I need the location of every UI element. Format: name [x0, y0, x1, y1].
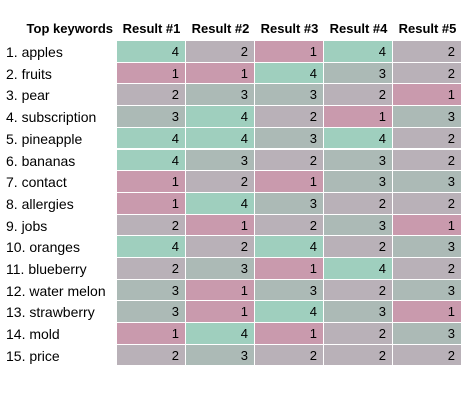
row-keyword-label: 13. strawberry [6, 304, 95, 321]
heatmap-cell: 2 [393, 258, 462, 280]
heatmap-cell: 3 [324, 301, 393, 324]
row-keyword-label: 6. bananas [6, 152, 76, 169]
heatmap-cell: 4 [117, 127, 186, 150]
row-keyword-label: 11. blueberry [6, 261, 87, 277]
heatmap-cell: 4 [117, 41, 186, 63]
heatmap-cell: 1 [117, 171, 186, 193]
row-keyword-label: 3. pear [6, 87, 50, 104]
heatmap-cell: 4 [324, 127, 393, 150]
row-keyword-label: 14. mold [6, 326, 60, 343]
row-keyword-label: 5. pineapple [6, 130, 83, 147]
heatmap-cell: 1 [117, 323, 186, 345]
heatmap-cell: 2 [186, 236, 255, 258]
heatmap-cell: 1 [255, 258, 324, 280]
heatmap-cell: 3 [186, 149, 255, 172]
heatmap-cell: 3 [324, 171, 393, 193]
row-keyword-label: 7. contact [6, 174, 67, 191]
heatmap-cell: 4 [186, 106, 255, 128]
heatmap-cell: 2 [393, 62, 462, 85]
heatmap-cell: 3 [117, 301, 186, 324]
heatmap-cell: 1 [186, 279, 255, 302]
heatmap-cell: 2 [117, 84, 186, 107]
heatmap-cell: 3 [255, 84, 324, 107]
heatmap-cell: 3 [324, 62, 393, 85]
heatmap-cell: 1 [117, 192, 186, 215]
heatmap-cell: 3 [324, 214, 393, 237]
heatmap-cell: 1 [186, 214, 255, 237]
heatmap-cell: 2 [324, 323, 393, 345]
heatmap-cell: 3 [393, 236, 462, 258]
heatmap-cell: 4 [117, 149, 186, 172]
heatmap-cell: 4 [255, 301, 324, 324]
heatmap-cell: 1 [255, 41, 324, 63]
column-header-result-1: Result #1 [122, 21, 181, 36]
heatmap-cell: 2 [393, 344, 462, 367]
heatmap-cell: 2 [324, 279, 393, 302]
heatmap-cell: 1 [393, 84, 462, 107]
row-keyword-label: 1. apples [6, 44, 63, 60]
heatmap-cell: 3 [393, 171, 462, 193]
heatmap-cell: 3 [186, 344, 255, 367]
heatmap-cell: 1 [117, 62, 186, 85]
heatmap-cell: 2 [255, 149, 324, 172]
heatmap-cell: 1 [186, 301, 255, 324]
column-header-result-2: Result #2 [191, 21, 250, 36]
row-keyword-label: 9. jobs [6, 217, 48, 234]
row-keyword-label: 12. water melon [6, 282, 106, 299]
heatmap-cell: 1 [186, 62, 255, 85]
heatmap-cell: 3 [186, 258, 255, 280]
heatmap-cell: 3 [117, 106, 186, 128]
heatmap-cell: 1 [393, 301, 462, 324]
heatmap-cell: 4 [324, 41, 393, 63]
column-header-result-4: Result #4 [329, 21, 388, 36]
heatmap-cell: 3 [255, 192, 324, 215]
heatmap-cell: 2 [393, 127, 462, 150]
heatmap-cell: 3 [393, 279, 462, 302]
row-keyword-label: 8. allergies [6, 195, 74, 212]
heatmap-cell: 2 [255, 214, 324, 237]
heatmap-cell: 4 [186, 192, 255, 215]
row-keyword-label: 4. subscription [6, 109, 97, 126]
heatmap-cell: 2 [393, 41, 462, 63]
heatmap-cell: 3 [393, 106, 462, 128]
heatmap-cell: 1 [393, 214, 462, 237]
heatmap-cell: 2 [117, 258, 186, 280]
row-keyword-label: 2. fruits [6, 65, 52, 82]
heatmap-cell: 4 [186, 323, 255, 345]
row-keyword-label: 10. oranges [6, 239, 80, 256]
heatmap-cell: 2 [186, 41, 255, 63]
heatmap-cell: 2 [324, 192, 393, 215]
heatmap-cell: 3 [393, 323, 462, 345]
heatmap-cell: 3 [255, 279, 324, 302]
heatmap-cell: 2 [324, 84, 393, 107]
heatmap-cell: 2 [393, 149, 462, 172]
heatmap-cell: 2 [324, 344, 393, 367]
heatmap-cell: 1 [255, 171, 324, 193]
row-keyword-label: 15. price [6, 347, 60, 364]
heatmap-cell: 4 [324, 258, 393, 280]
heatmap-cell: 3 [117, 279, 186, 302]
heatmap-cell: 4 [117, 236, 186, 258]
heatmap-cell: 2 [255, 106, 324, 128]
column-header-result-5: Result #5 [398, 21, 457, 36]
heatmap-cell: 2 [117, 344, 186, 367]
column-header-result-3: Result #3 [260, 21, 319, 36]
heatmap-cell: 1 [324, 106, 393, 128]
heatmap-cell: 2 [186, 171, 255, 193]
heatmap-cell: 3 [324, 149, 393, 172]
heatmap-cell: 2 [255, 344, 324, 367]
heatmap-cell: 3 [186, 84, 255, 107]
heatmap-cell: 4 [186, 127, 255, 150]
heatmap-cell: 2 [324, 236, 393, 258]
heatmap-cell: 2 [393, 192, 462, 215]
header-top-keywords: Top keywords [26, 21, 113, 36]
heatmap-cell: 4 [255, 236, 324, 258]
heatmap-cell: 2 [117, 214, 186, 237]
heatmap-cell: 4 [255, 62, 324, 85]
heatmap-cell: 1 [255, 323, 324, 345]
heatmap-cell: 3 [255, 127, 324, 150]
